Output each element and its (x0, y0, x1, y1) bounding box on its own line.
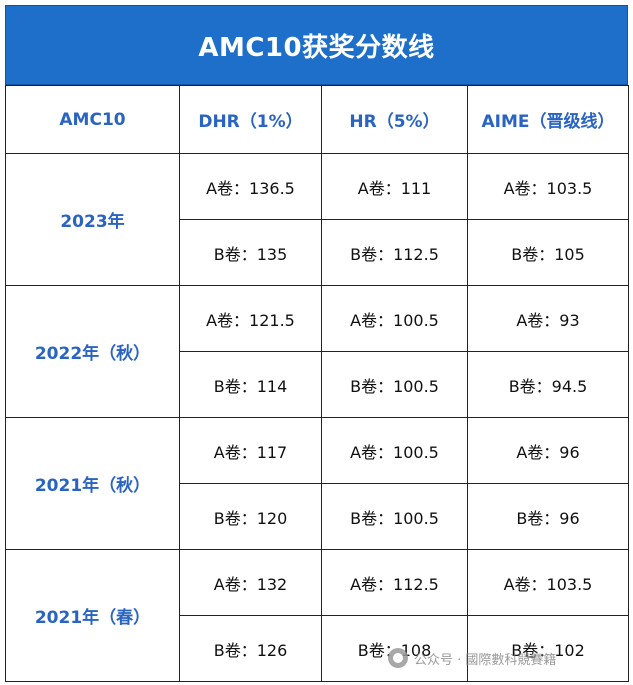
aime-cell: B卷：94.5 (467, 351, 629, 418)
hr-cell: A卷：111 (321, 153, 468, 220)
table-row: 2022年（秋） A卷：121.5 A卷：100.5 A卷：93 (5, 285, 629, 418)
year-cell: 2022年（秋） (5, 285, 180, 418)
aime-cell: B卷：96 (467, 483, 629, 550)
aime-cell: A卷：93 (467, 285, 629, 352)
hr-cell: B卷：100.5 (321, 351, 468, 418)
dhr-cell: A卷：117 (179, 417, 322, 484)
table-row: 2021年（秋） A卷：117 A卷：100.5 A卷：96 (5, 417, 629, 550)
dhr-cell: B卷：120 (179, 483, 322, 550)
dhr-cell: B卷：126 (179, 615, 322, 682)
table-row: B卷：126 B卷：108 B卷：102 (6, 615, 629, 682)
aime-cell: B卷：102 (467, 615, 629, 682)
table-row: B卷：135 B卷：112.5 B卷：105 (6, 219, 629, 286)
header-dhr: DHR（1%） (179, 85, 322, 154)
aime-cell: A卷：96 (467, 417, 629, 484)
dhr-cell: A卷：132 (179, 549, 322, 616)
watermark: 公众号 · 國際數科競賽籍 (388, 648, 556, 668)
dhr-cell: A卷：121.5 (179, 285, 322, 352)
hr-cell: A卷：100.5 (321, 417, 468, 484)
watermark-text: 公众号 · 國際數科競賽籍 (414, 652, 557, 668)
dhr-cell: B卷：114 (179, 351, 322, 418)
aime-cell: A卷：103.5 (467, 153, 629, 220)
year-cell: 2021年（秋） (5, 417, 180, 550)
table-row: B卷：114 B卷：100.5 B卷：94.5 (6, 351, 629, 418)
header-row: AMC10 DHR（1%） HR（5%） AIME（晋级线） (5, 85, 629, 154)
wechat-icon (388, 648, 408, 668)
year-cell: 2023年 (5, 153, 180, 286)
header-exam: AMC10 (5, 85, 180, 154)
aime-cell: A卷：103.5 (467, 549, 629, 616)
year-cell: 2021年（春） (5, 549, 180, 682)
hr-cell: B卷：112.5 (321, 219, 468, 286)
aime-cell: B卷：105 (467, 219, 629, 286)
hr-cell: A卷：112.5 (321, 549, 468, 616)
table-title: AMC10获奖分数线 (5, 5, 628, 85)
hr-cell: B卷：100.5 (321, 483, 468, 550)
score-table: AMC10 DHR（1%） HR（5%） AIME（晋级线） 2023年 A卷：… (5, 85, 629, 682)
table-row: 2023年 A卷：136.5 A卷：111 A卷：103.5 (5, 153, 629, 286)
table-row: 2021年（春） A卷：132 A卷：112.5 A卷：103.5 (5, 549, 629, 682)
header-hr: HR（5%） (321, 85, 468, 154)
table-row: B卷：120 B卷：100.5 B卷：96 (6, 483, 629, 550)
header-aime: AIME（晋级线） (467, 85, 629, 154)
dhr-cell: B卷：135 (179, 219, 322, 286)
dhr-cell: A卷：136.5 (179, 153, 322, 220)
hr-cell: A卷：100.5 (321, 285, 468, 352)
